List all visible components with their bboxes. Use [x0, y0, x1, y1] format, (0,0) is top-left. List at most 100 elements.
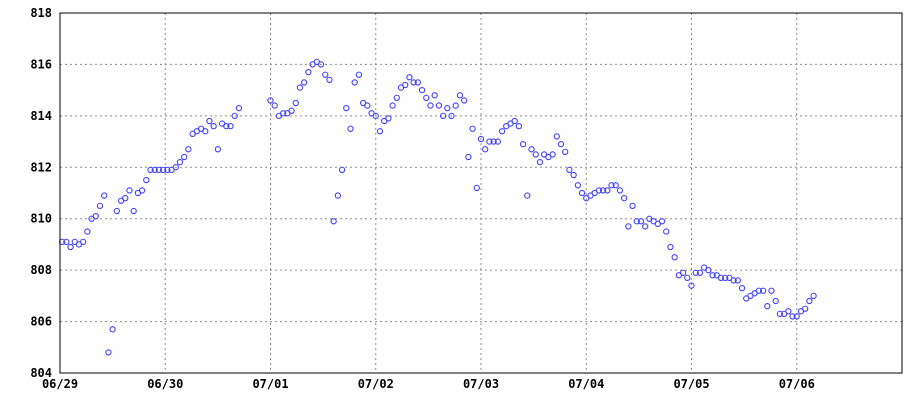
data-point	[334, 192, 342, 199]
y-tick-label: 808	[30, 263, 52, 277]
data-point	[288, 107, 295, 114]
y-tick-label: 818	[30, 6, 52, 20]
data-point	[343, 104, 350, 112]
data-point	[418, 86, 426, 94]
data-point	[536, 158, 544, 166]
data-point	[227, 122, 234, 130]
data-point	[439, 112, 447, 120]
data-point	[490, 138, 497, 145]
data-point	[435, 102, 443, 109]
data-point	[553, 133, 560, 140]
data-point	[730, 277, 737, 284]
data-point	[372, 112, 379, 120]
data-point	[473, 184, 480, 192]
data-point	[402, 81, 409, 89]
y-tick-label: 812	[30, 160, 52, 174]
data-point	[181, 153, 188, 161]
data-point	[393, 94, 400, 102]
data-point	[423, 94, 430, 102]
y-axis-tick-labels: 804 806 808 810 812 814 816 818	[30, 6, 52, 380]
data-point	[663, 228, 670, 235]
data-point	[524, 192, 531, 199]
data-point	[427, 102, 434, 109]
data-point	[305, 68, 312, 76]
data-point	[482, 146, 489, 153]
data-point	[126, 187, 133, 194]
data-point	[63, 238, 70, 246]
data-point	[557, 140, 565, 148]
data-point	[789, 313, 796, 320]
data-point	[802, 305, 809, 312]
x-tick-label: 07/02	[358, 377, 394, 391]
data-point	[67, 243, 74, 251]
data-point	[138, 187, 146, 194]
data-point	[684, 274, 691, 282]
data-point	[210, 122, 217, 130]
data-point	[155, 166, 163, 174]
data-point	[717, 274, 725, 282]
y-tick-label: 814	[30, 109, 52, 123]
data-point	[92, 212, 99, 220]
data-point	[679, 269, 687, 276]
data-point	[452, 102, 459, 109]
data-point	[806, 297, 813, 305]
data-point	[612, 182, 619, 189]
data-point	[768, 287, 775, 294]
data-point	[532, 151, 539, 158]
x-tick-label: 06/29	[42, 377, 78, 391]
data-point	[176, 158, 184, 166]
data-point	[519, 140, 527, 148]
data-point	[692, 269, 699, 276]
data-point	[389, 102, 396, 109]
data-point	[595, 187, 603, 194]
data-point	[810, 292, 817, 300]
y-tick-label: 804	[30, 366, 52, 380]
data-point	[465, 153, 472, 161]
data-point	[566, 166, 573, 174]
data-point	[80, 238, 87, 246]
data-point	[528, 146, 535, 153]
data-point	[317, 61, 325, 68]
data-point	[105, 349, 112, 356]
data-point	[616, 187, 624, 194]
data-point	[785, 308, 792, 315]
x-tick-label: 07/05	[673, 377, 709, 391]
data-point	[271, 102, 278, 109]
data-point	[96, 202, 104, 210]
data-point	[705, 266, 712, 274]
x-tick-label: 07/04	[568, 377, 604, 391]
x-tick-label: 07/06	[779, 377, 815, 391]
data-point	[364, 102, 371, 109]
data-point	[338, 166, 346, 174]
data-point	[113, 207, 120, 215]
data-point	[578, 189, 586, 197]
data-point	[330, 218, 337, 225]
data-point	[511, 117, 518, 125]
data-point	[444, 104, 451, 112]
data-point	[301, 79, 308, 86]
data-point	[164, 166, 171, 174]
data-point	[130, 207, 137, 215]
data-point	[159, 166, 167, 174]
data-point	[738, 284, 746, 292]
data-point	[185, 146, 192, 153]
data-point	[599, 187, 607, 194]
data-point	[235, 104, 243, 112]
data-point	[431, 92, 438, 99]
data-point	[109, 326, 116, 333]
data-point	[296, 84, 304, 91]
data-point	[101, 192, 108, 199]
data-point	[734, 277, 741, 284]
data-point	[688, 282, 695, 289]
data-point	[604, 187, 611, 194]
data-point	[759, 287, 767, 294]
data-point	[755, 287, 763, 294]
data-point	[223, 122, 230, 130]
data-point	[292, 99, 299, 107]
data-point	[772, 297, 779, 305]
data-point	[637, 218, 645, 225]
data-point	[469, 125, 476, 132]
data-point	[376, 128, 384, 135]
